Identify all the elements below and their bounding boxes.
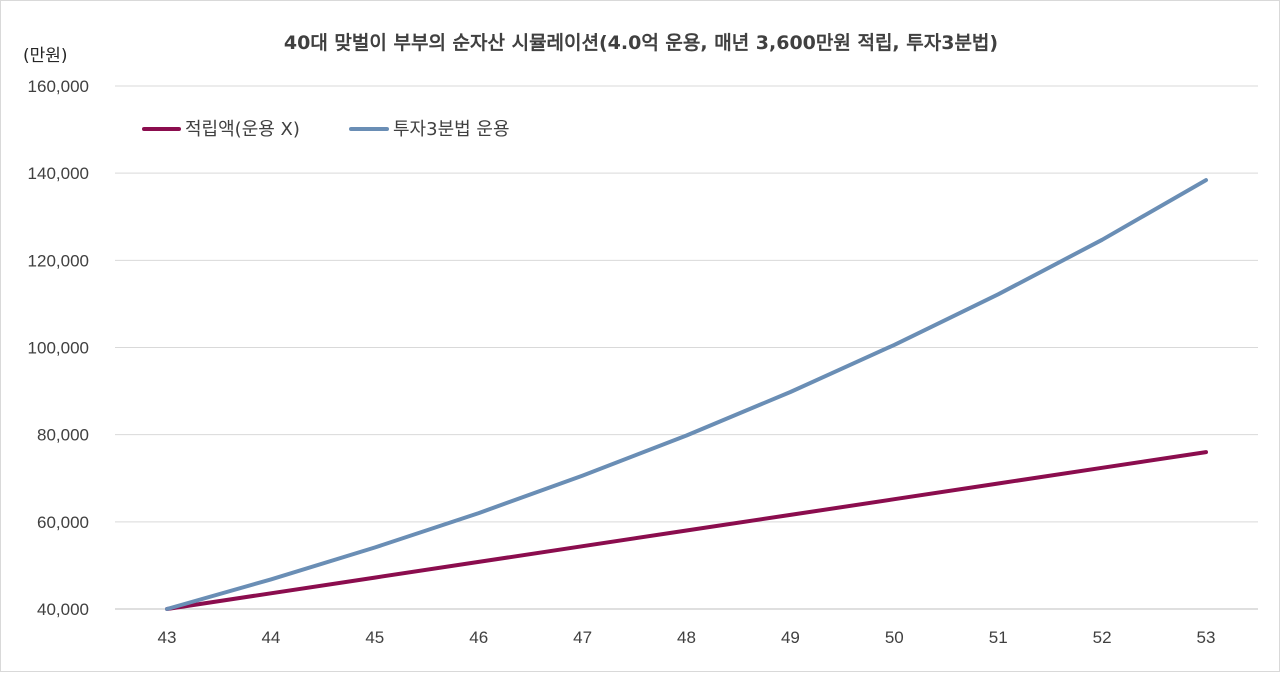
x-tick-label: 53 [1197, 628, 1216, 647]
x-tick-label: 47 [573, 628, 592, 647]
legend-label-1: 적립액(운용 X) [185, 119, 300, 140]
x-tick-label: 45 [365, 628, 384, 647]
series-line-1 [165, 450, 1208, 611]
legend: 적립액(운용 X) 투자3분법 운용 [142, 119, 510, 140]
x-tick-label: 49 [781, 628, 800, 647]
series-lines [165, 178, 1208, 611]
x-tick-label: 43 [158, 628, 177, 647]
y-tick-label: 140,000 [28, 164, 89, 183]
x-tick-label: 52 [1093, 628, 1112, 647]
x-tick-label: 48 [677, 628, 696, 647]
series-line-2 [165, 178, 1208, 611]
y-tick-label: 80,000 [37, 426, 89, 445]
x-tick-label: 51 [989, 628, 1008, 647]
legend-label-2: 투자3분법 운용 [393, 119, 510, 140]
chart-title: 40대 맞벌이 부부의 순자산 시뮬레이션(4.0억 운용, 매년 3,600만… [284, 32, 998, 54]
y-tick-label: 40,000 [37, 600, 89, 619]
y-tick-label: 100,000 [28, 339, 89, 358]
y-axis-tick-labels: 40,000 60,000 80,000 100,000 120,000 140,000 1… [28, 77, 89, 619]
y-tick-label: 120,000 [28, 251, 89, 270]
x-axis-tick-labels: 43 44 45 46 47 48 49 50 51 52 53 [158, 628, 1216, 647]
y-tick-label: 60,000 [37, 513, 89, 532]
x-tick-label: 46 [469, 628, 488, 647]
y-tick-label: 160,000 [28, 77, 89, 96]
x-tick-label: 50 [885, 628, 904, 647]
x-tick-label: 44 [261, 628, 280, 647]
y-axis-unit-label: (만원) [23, 46, 68, 66]
